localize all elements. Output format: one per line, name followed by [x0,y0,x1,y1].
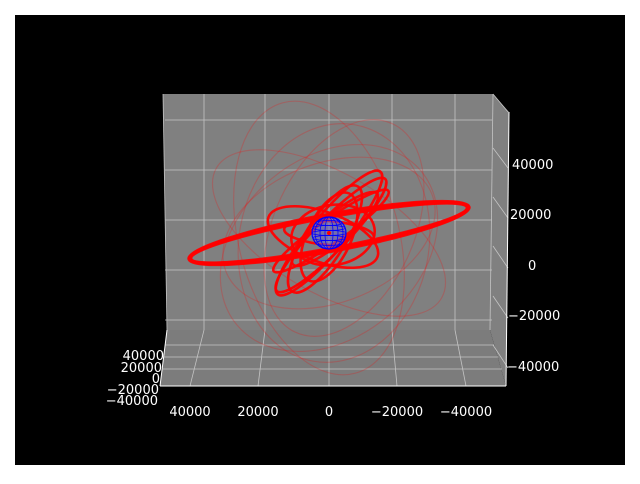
grid-line [162,93,168,331]
grid-line [492,344,509,369]
z-tick-label: −20000 [508,309,560,324]
y-tick-label: −40000 [106,394,158,409]
orbit-loop [290,203,376,267]
central-sphere [311,216,347,250]
grid-line [391,329,398,387]
grid-line [257,329,266,387]
grid-line [492,93,509,113]
z-tick-label: 20000 [510,208,551,223]
x-tick-label: 20000 [237,405,278,420]
z-tick-label: 0 [528,259,536,274]
y-tick-label: −20000 [107,383,159,398]
z-axis: 40000 20000 0 −20000 −40000 [507,158,560,375]
y-axis: 40000 20000 0 −20000 −40000 [106,349,164,409]
grid-line [492,295,509,319]
z-axis-line [505,111,510,387]
sphere-parallel [315,240,343,246]
grid-lines [159,93,510,387]
grid-line [492,196,509,219]
x-tick-label: 40000 [169,405,210,420]
y-tick-label: 20000 [121,361,162,376]
y-tick-label: 0 [152,372,160,387]
orbit-ring [187,199,471,267]
x-tick-label: 0 [325,405,333,420]
grid-line [454,329,467,387]
grid-line [489,93,494,331]
orbit-faint [237,123,431,363]
y-axis-line [159,329,168,387]
grid-line [492,245,509,269]
orbit-faint [263,119,425,337]
x-tick-label: −20000 [371,405,423,420]
x-tick-label: −40000 [440,405,492,420]
z-tick-label: −40000 [507,360,559,375]
orbit-faint [222,156,436,310]
y-tick-label: 40000 [123,349,164,364]
sphere-meridian [314,216,344,250]
sphere-center [327,231,331,235]
orbit-faint [219,143,439,353]
orbit-faint [233,100,405,376]
grid-line [492,147,509,169]
floor-pane [160,330,506,386]
x-axis: 40000 20000 0 −20000 −40000 [169,405,492,420]
grid-line [189,329,205,387]
orbit-loop [266,204,380,270]
z-tick-label: 40000 [512,158,553,173]
